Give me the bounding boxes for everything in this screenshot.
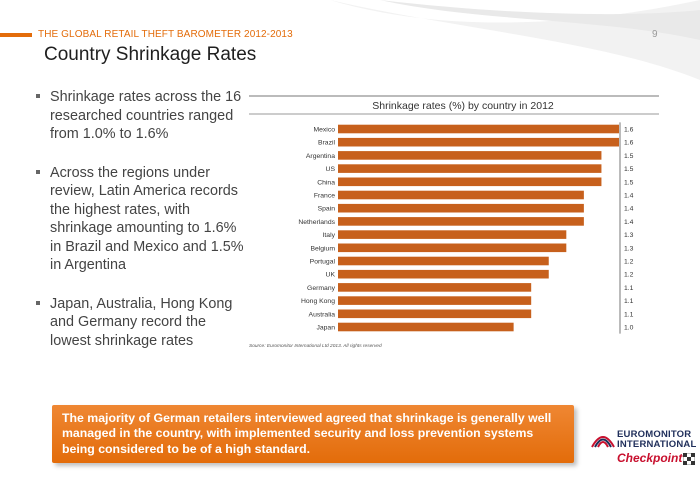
category-label: Australia bbox=[309, 311, 336, 318]
value-label: 1.4 bbox=[624, 193, 634, 200]
value-label: 1.3 bbox=[624, 232, 634, 239]
checkpoint-logo-text: Checkpoint bbox=[617, 451, 683, 465]
euromonitor-logo: EUROMONITOR INTERNATIONAL bbox=[590, 429, 697, 451]
value-label: 1.5 bbox=[624, 179, 634, 186]
category-label: Portugal bbox=[310, 259, 336, 266]
bar bbox=[338, 243, 567, 253]
header-accent-bar bbox=[0, 33, 32, 37]
bar bbox=[338, 137, 619, 147]
checkpoint-flag-icon bbox=[683, 453, 695, 465]
bar bbox=[338, 124, 619, 134]
value-label: 1.2 bbox=[624, 272, 634, 279]
category-label: Belgium bbox=[310, 245, 335, 252]
value-label: 1.4 bbox=[624, 219, 634, 226]
value-label: 1.5 bbox=[624, 166, 634, 173]
bullet-item: Across the regions under review, Latin A… bbox=[34, 164, 246, 275]
category-label: Hong Kong bbox=[301, 298, 335, 305]
bullet-square-icon bbox=[36, 94, 40, 98]
bullet-item: Japan, Australia, Hong Kong and Germany … bbox=[34, 295, 246, 351]
category-label: US bbox=[326, 166, 336, 173]
bar bbox=[338, 151, 602, 160]
value-label: 1.2 bbox=[624, 259, 634, 266]
category-label: Brazil bbox=[318, 140, 335, 147]
bar bbox=[338, 190, 584, 200]
category-label: Japan bbox=[316, 325, 335, 332]
value-label: 1.4 bbox=[624, 206, 634, 213]
bullet-square-icon bbox=[36, 169, 40, 174]
category-label: Spain bbox=[318, 206, 336, 213]
category-label: France bbox=[314, 193, 335, 200]
value-label: 1.5 bbox=[624, 153, 634, 160]
bar bbox=[338, 217, 584, 226]
bullet-text: Japan, Australia, Hong Kong and Germany … bbox=[50, 295, 233, 349]
bar bbox=[338, 322, 514, 332]
value-label: 1.3 bbox=[624, 245, 634, 252]
shrinkage-bar-chart: Shrinkage rates (%) by country in 2012 S… bbox=[249, 95, 659, 349]
category-label: UK bbox=[326, 272, 336, 279]
bullet-square-icon bbox=[36, 300, 40, 305]
bar bbox=[338, 309, 532, 319]
chart-source: Source: Euromonitor International Ltd 20… bbox=[249, 343, 382, 349]
category-label: Mexico bbox=[313, 127, 335, 134]
value-label: 1.0 bbox=[624, 325, 634, 332]
bar bbox=[338, 256, 549, 266]
bar bbox=[338, 164, 602, 173]
euromonitor-logo-line2: INTERNATIONAL bbox=[617, 439, 697, 450]
slide-title: Country Shrinkage Rates bbox=[44, 44, 257, 65]
bar bbox=[338, 283, 532, 292]
value-label: 1.1 bbox=[624, 285, 634, 292]
bullet-item: Shrinkage rates across the 16 researched… bbox=[34, 88, 246, 144]
page-number: 9 bbox=[652, 29, 658, 40]
value-label: 1.1 bbox=[624, 298, 634, 305]
value-label: 1.6 bbox=[624, 140, 634, 147]
checkpoint-logo: Checkpoint bbox=[613, 451, 695, 469]
bullet-text: Across the regions under review, Latin A… bbox=[50, 164, 244, 274]
category-label: Argentina bbox=[306, 153, 335, 160]
euromonitor-logo-line1: EUROMONITOR bbox=[617, 429, 692, 440]
callout-text: The majority of German retailers intervi… bbox=[62, 411, 552, 456]
category-label: China bbox=[317, 179, 335, 186]
bar bbox=[338, 177, 602, 187]
value-label: 1.6 bbox=[624, 127, 634, 134]
callout-box: The majority of German retailers intervi… bbox=[52, 405, 574, 463]
header-title: THE GLOBAL RETAIL THEFT BAROMETER 2012-2… bbox=[38, 29, 293, 40]
category-label: Germany bbox=[307, 285, 336, 292]
bar bbox=[338, 203, 584, 213]
chart-title: Shrinkage rates (%) by country in 2012 bbox=[372, 100, 554, 112]
bullet-text: Shrinkage rates across the 16 researched… bbox=[50, 89, 242, 142]
value-label: 1.1 bbox=[624, 311, 634, 318]
bar bbox=[338, 296, 532, 305]
bar bbox=[338, 269, 549, 279]
bullet-list: Shrinkage rates across the 16 researched… bbox=[34, 88, 246, 370]
category-label: Netherlands bbox=[298, 219, 335, 226]
category-label: Italy bbox=[323, 232, 336, 239]
euromonitor-arc-icon bbox=[591, 436, 615, 448]
bar bbox=[338, 230, 567, 239]
